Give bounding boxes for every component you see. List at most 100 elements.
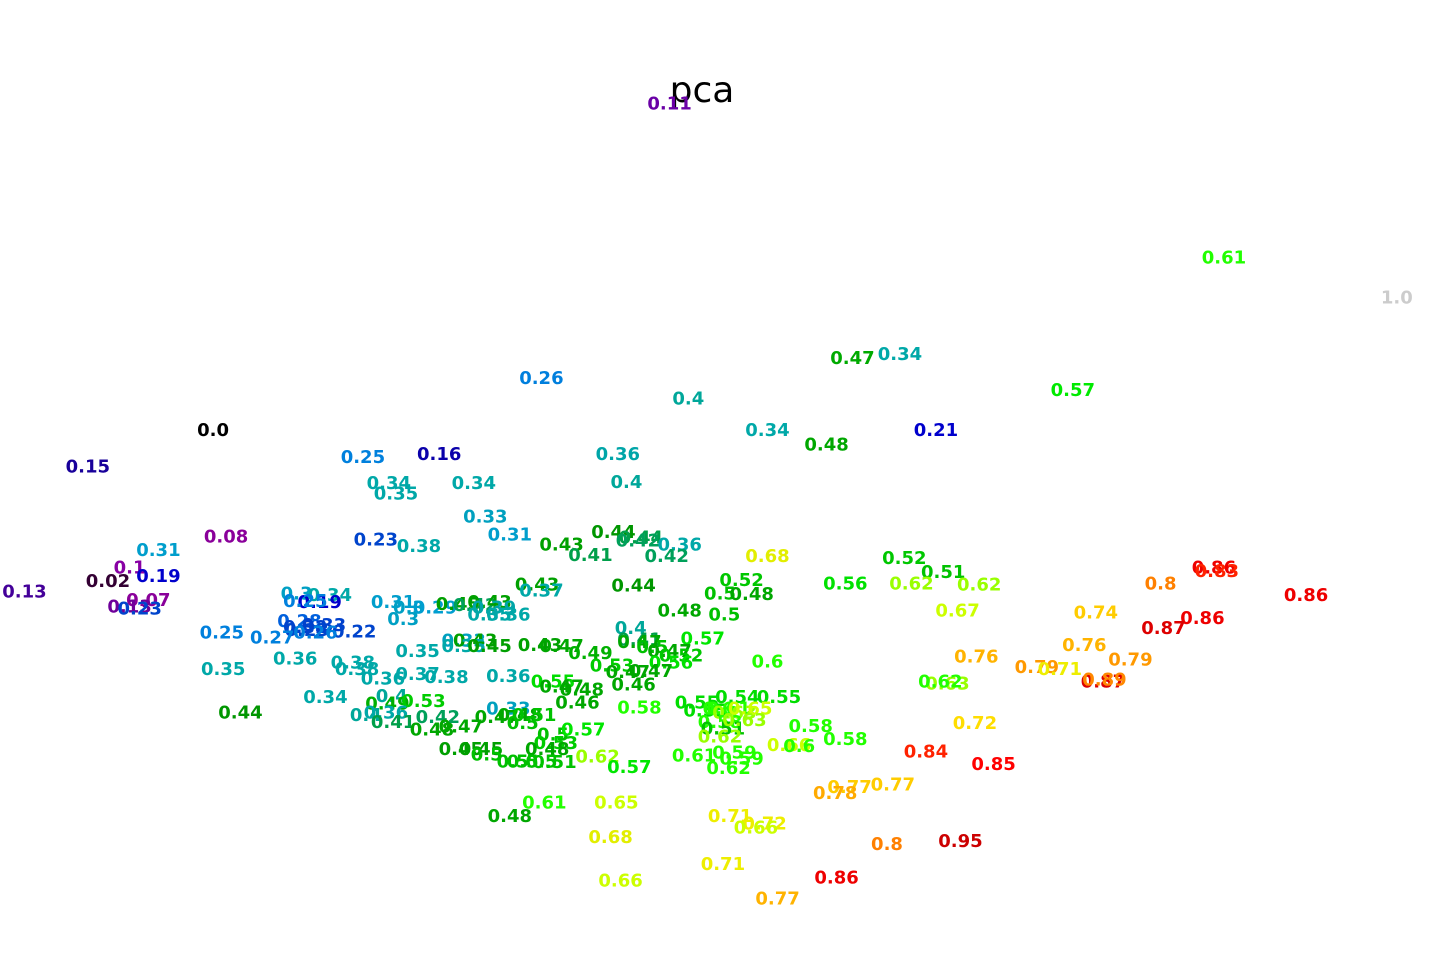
point-label: 0.44	[591, 522, 635, 543]
point-label: 0.8	[871, 834, 903, 855]
point-label: 0.45	[459, 739, 503, 760]
point-label: 0.63	[925, 674, 969, 695]
point-label: 0.72	[953, 713, 997, 734]
point-label: 0.56	[649, 652, 693, 673]
point-label: 0.36	[361, 669, 405, 690]
point-label: 0.86	[814, 867, 858, 888]
point-label: 0.44	[611, 576, 655, 597]
point-label: 0.51	[701, 719, 745, 740]
point-label: 0.43	[518, 635, 562, 656]
point-label: 0.62	[918, 672, 962, 693]
point-label: 0.34	[878, 344, 922, 365]
point-label: 0.61	[672, 746, 716, 767]
point-label: 0.89	[1082, 670, 1126, 691]
point-label: 0.48	[488, 806, 532, 827]
point-label: 0.4	[615, 618, 647, 639]
point-label: 0.21	[914, 420, 958, 441]
point-label: 0.71	[1038, 659, 1082, 680]
point-label: 0.37	[519, 580, 563, 601]
point-label: 0.6	[783, 736, 815, 757]
point-label: 0.55	[683, 700, 727, 721]
point-label: 0.48	[560, 679, 604, 700]
point-label: 0.25	[200, 623, 244, 644]
point-label: 0.47	[539, 676, 583, 697]
point-label: 0.79	[1015, 657, 1059, 678]
point-label: 0.59	[712, 743, 756, 764]
point-label: 0.52	[882, 548, 926, 569]
data-points: 0.110.611.00.47 0.340.570.260.40.0 0.340.4…	[2, 94, 1412, 910]
point-label: 0.95	[938, 831, 982, 852]
point-label: 0.77	[755, 889, 799, 910]
point-label: 0.57	[607, 757, 651, 778]
point-label: 0.8	[1145, 574, 1177, 595]
point-label: 0.5	[537, 724, 569, 745]
point-label: 0.77	[827, 777, 871, 798]
point-label: 0.4	[672, 388, 704, 409]
point-label: 0.3	[281, 583, 313, 604]
point-label: 0.52	[659, 646, 703, 667]
point-label: 0.36	[364, 702, 408, 723]
point-label: 0.08	[204, 527, 248, 548]
point-label: 0.42	[616, 531, 660, 552]
point-label: 0.76	[954, 647, 998, 668]
point-label: 0.87	[1141, 618, 1185, 639]
point-label: 0.61	[522, 793, 566, 814]
point-label: 0.66	[767, 735, 811, 756]
point-label: 0.33	[441, 630, 485, 651]
point-label: 0.5	[497, 751, 529, 772]
point-label: 0.33	[302, 615, 346, 636]
point-label: 0.55	[531, 672, 575, 693]
point-label: 0.36	[657, 534, 701, 555]
point-label: 0.35	[441, 636, 485, 657]
point-label: 0.52	[719, 570, 763, 591]
point-label: 0.3	[393, 598, 425, 619]
point-label: 0.56	[823, 574, 867, 595]
point-label: 0.48	[525, 739, 569, 760]
point-label: 0.63	[712, 702, 756, 723]
point-label: 0.58	[823, 729, 867, 750]
point-label: 0.26	[293, 623, 337, 644]
point-label: 0.35	[374, 483, 418, 504]
point-label: 0.62	[575, 747, 619, 768]
point-label: 0.61	[1202, 247, 1246, 268]
point-label: 0.48	[410, 720, 454, 741]
point-label: 0.35	[201, 659, 245, 680]
point-label: 0.53	[590, 655, 634, 676]
point-label: 0.44	[218, 702, 262, 723]
point-label: 0.63	[722, 710, 766, 731]
point-label: 0.23	[354, 530, 398, 551]
point-label: 0.31	[488, 525, 532, 546]
point-label: 0.16	[417, 444, 461, 465]
point-label: 0.6	[703, 699, 735, 720]
point-label: 0.78	[813, 783, 857, 804]
point-label: 0.35	[395, 641, 439, 662]
point-label: 0.87	[1081, 672, 1125, 693]
point-label: 0.68	[745, 546, 789, 567]
point-label: 0.76	[1062, 635, 1106, 656]
point-label: 0.66	[734, 818, 778, 839]
point-label: 0.48	[729, 584, 773, 605]
point-label: 0.65	[728, 699, 772, 720]
point-label: 0.43	[467, 592, 511, 613]
point-label: 0.71	[701, 854, 745, 875]
point-label: 0.62	[889, 574, 933, 595]
point-label: 0.47	[475, 707, 519, 728]
point-label: 0.42	[644, 546, 688, 567]
point-label: 0.45	[467, 636, 511, 657]
point-label: 0.35	[467, 604, 511, 625]
point-label: 0.34	[308, 585, 352, 606]
point-label: 0.51	[512, 705, 556, 726]
point-label: 0.23	[284, 620, 328, 641]
point-label: 0.51	[921, 562, 965, 583]
point-label: 0.44	[619, 528, 663, 549]
point-label: 0.27	[250, 627, 294, 648]
point-label: 0.62	[698, 726, 742, 747]
point-label: 0.41	[371, 712, 415, 733]
point-label: 0.22	[332, 622, 376, 643]
point-label: 0.62	[706, 758, 750, 779]
point-label: 0.38	[335, 659, 379, 680]
point-label: 0.53	[534, 733, 578, 754]
point-label: 0.5	[704, 583, 736, 604]
point-label: 0.59	[719, 748, 763, 769]
